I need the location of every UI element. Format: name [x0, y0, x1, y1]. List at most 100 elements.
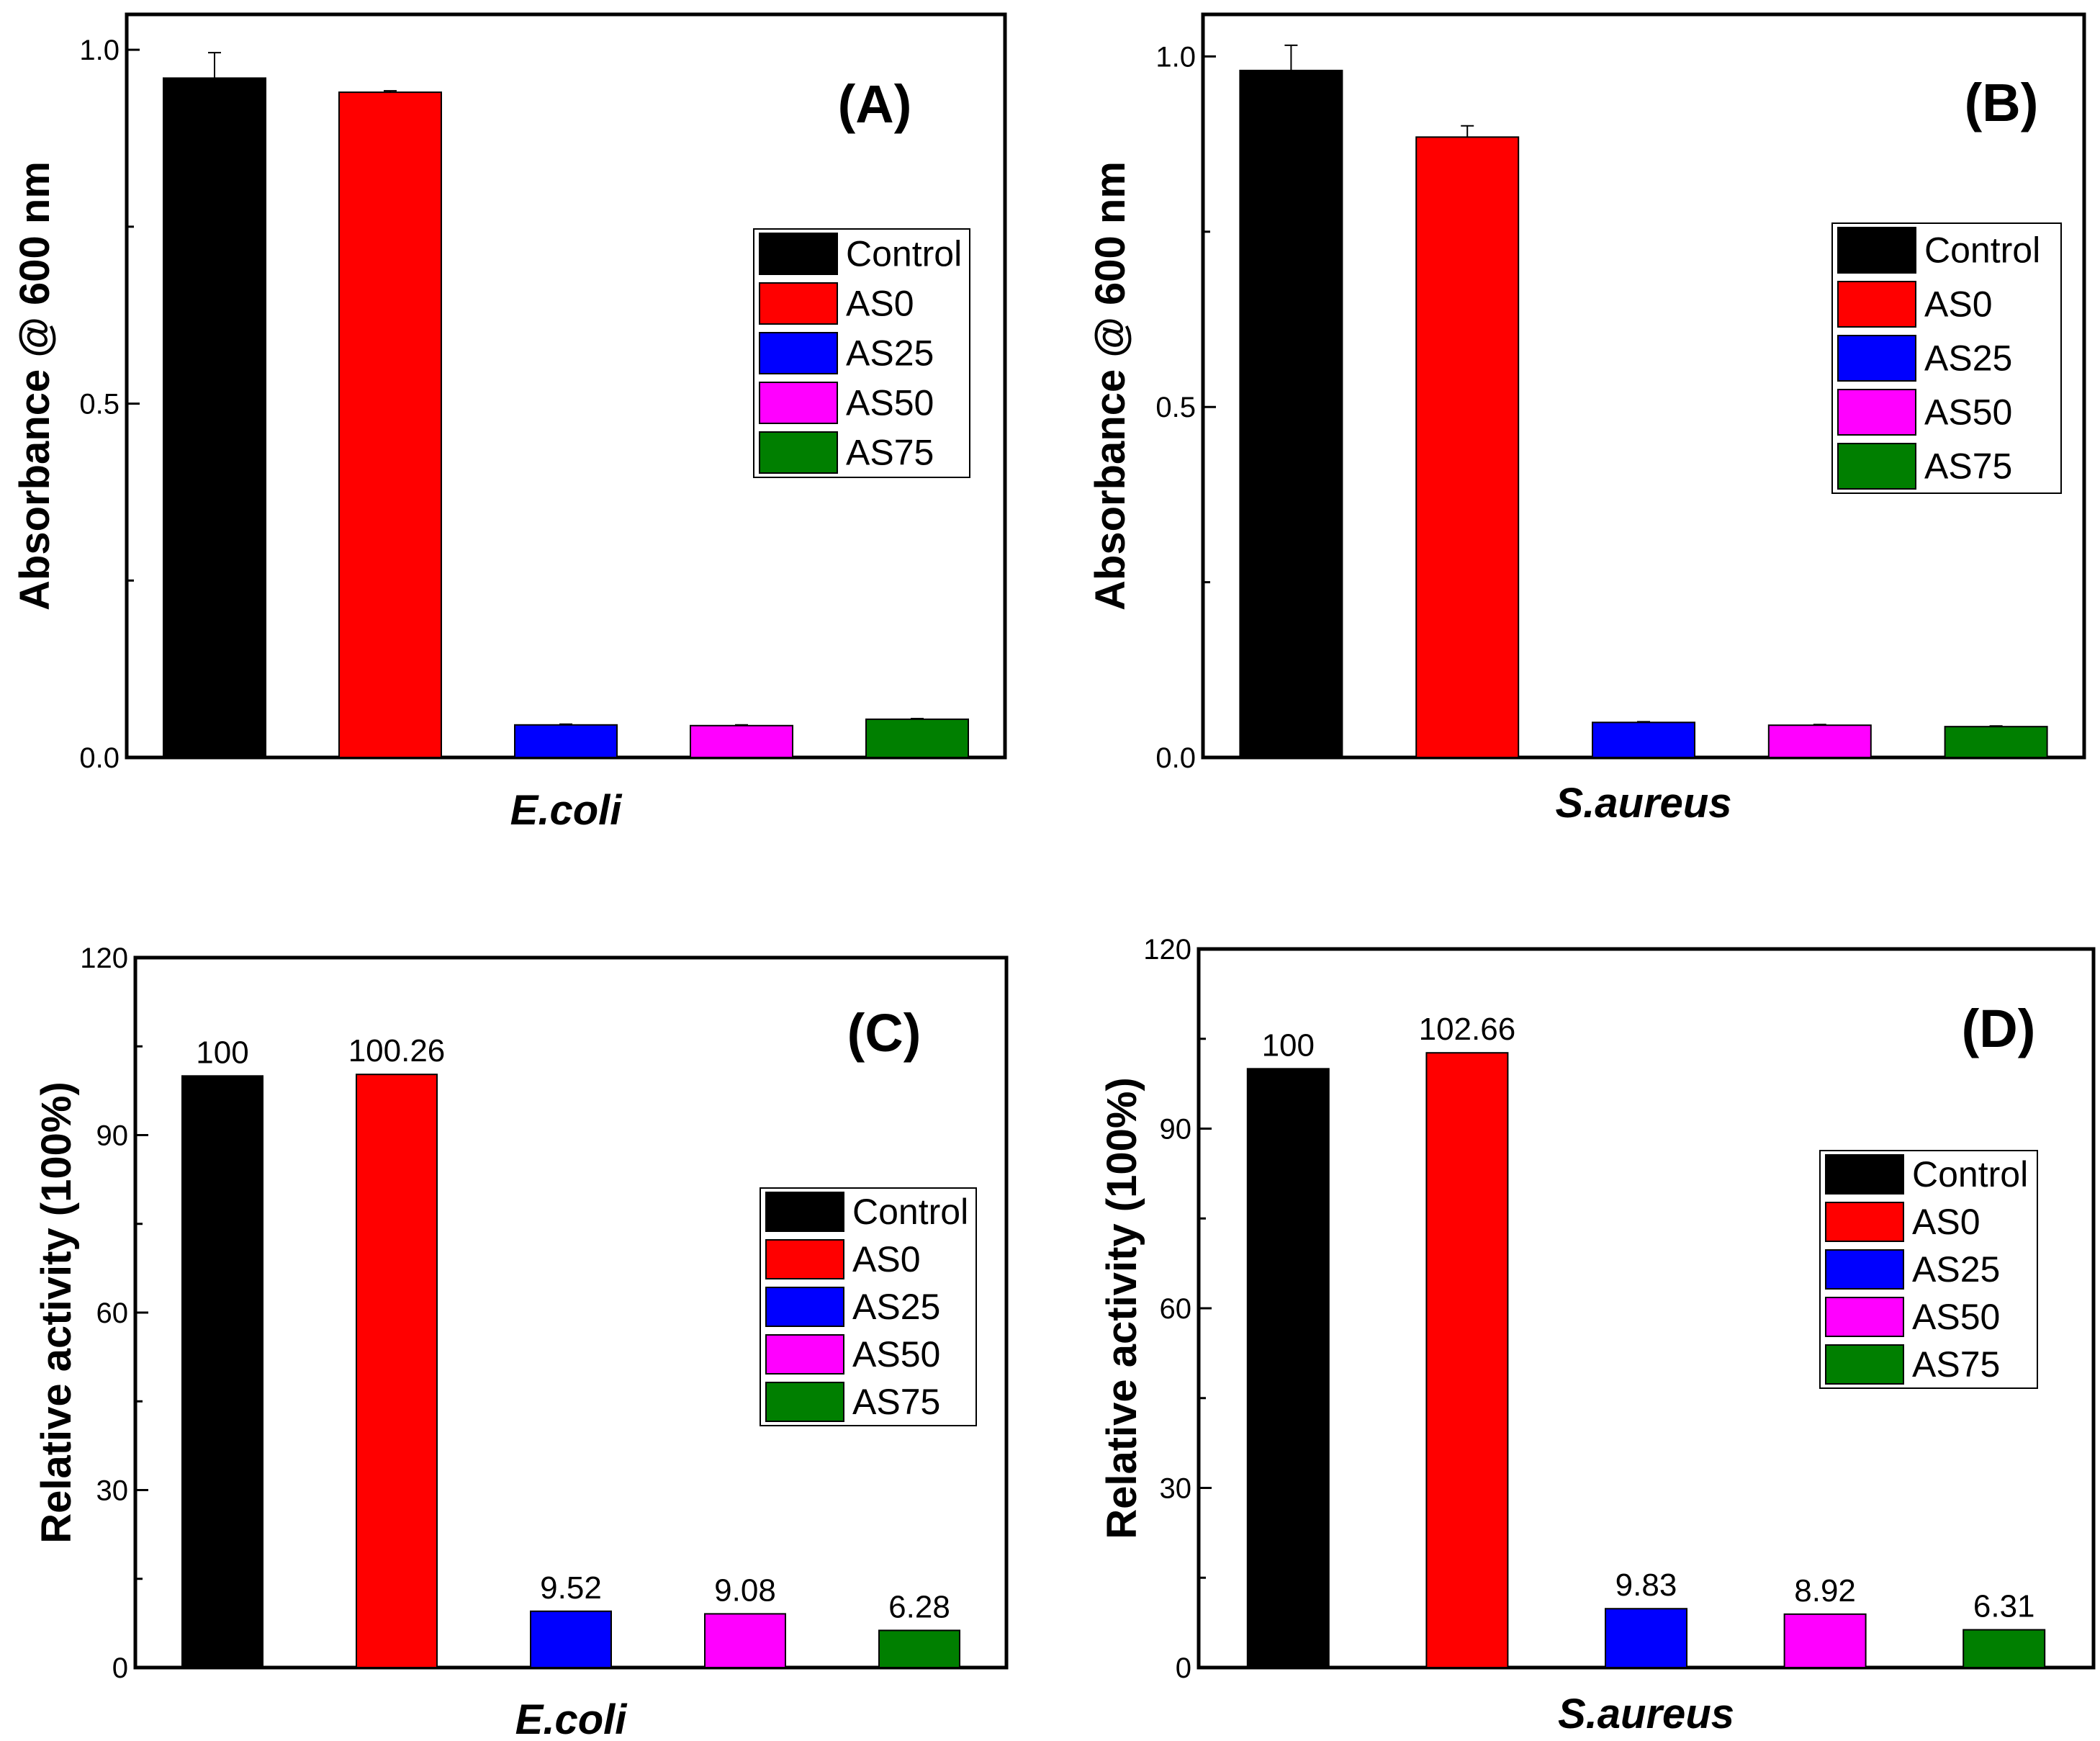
legend-label: AS25	[852, 1287, 940, 1327]
y-tick-label: 0.0	[1155, 742, 1196, 774]
x-axis-title: S.aureus	[1556, 780, 1732, 827]
legend-label: Control	[1924, 230, 2040, 271]
y-axis-title: Relative activity (100%)	[33, 1081, 80, 1544]
y-tick-label: 1.0	[1155, 41, 1196, 73]
data-label: 6.28	[888, 1589, 950, 1624]
bar-as0	[1415, 136, 1520, 758]
bar-as75	[865, 718, 969, 759]
bar-as0	[1425, 1052, 1509, 1669]
panel-tag: (A)	[838, 74, 912, 134]
legend-swatch	[765, 1334, 844, 1375]
chart-panel: 0.0 0.5 1.0 Absorbance @ 600 nm E.coli (A) Con…	[12, 12, 1007, 834]
chart-panel: 0 30 60 90 120 100 102.66 9.83 8.92 6.31 Relative …	[1099, 934, 2096, 1737]
bar-control	[163, 77, 266, 758]
y-tick-label: 30	[96, 1475, 129, 1507]
y-tick-label: 60	[96, 1297, 129, 1329]
legend-label: AS25	[1912, 1249, 2000, 1290]
legend-label: AS75	[1912, 1344, 2000, 1385]
legend-label: AS0	[1924, 284, 1993, 325]
legend-label: AS50	[1924, 392, 2012, 433]
bar-as75	[1962, 1629, 2046, 1668]
bar-control	[181, 1075, 263, 1669]
panel-tag: (D)	[1962, 999, 2036, 1058]
bar-as0	[338, 91, 442, 759]
legend-label: AS0	[1912, 1202, 1980, 1242]
data-label: 100	[196, 1035, 248, 1070]
legend-swatch	[1825, 1297, 1904, 1337]
y-tick-label: 120	[80, 943, 128, 974]
legend-label: Control	[1912, 1154, 2028, 1195]
data-label: 9.52	[540, 1570, 602, 1606]
legend-swatch	[1825, 1249, 1904, 1290]
legend-swatch	[765, 1192, 844, 1232]
bar-as25	[530, 1610, 612, 1669]
data-label: 100	[1262, 1027, 1315, 1063]
legend-label: AS0	[846, 284, 914, 324]
y-tick-label: 1.0	[79, 35, 120, 66]
legend-swatch	[765, 1287, 844, 1327]
y-axis-title: Relative activity (100%)	[1099, 1077, 1145, 1539]
y-tick-label: 0.0	[79, 742, 120, 774]
data-label: 6.31	[1973, 1589, 2035, 1624]
legend-label: AS0	[852, 1239, 921, 1279]
legend-swatch	[765, 1382, 844, 1422]
x-axis-title: E.coli	[510, 787, 623, 834]
legend-label: AS50	[1912, 1297, 2000, 1337]
legend-swatch	[765, 1239, 844, 1279]
chart-panel: 0.0 0.5 1.0 Absorbance @ 600 nm S.aureus (B) C…	[1087, 12, 2086, 827]
legend-label: AS75	[1924, 446, 2012, 487]
data-label: 8.92	[1794, 1573, 1856, 1609]
bar-as75	[1944, 726, 2048, 759]
legend-swatch	[1825, 1202, 1904, 1242]
bar-as25	[514, 724, 618, 759]
y-tick-label: 120	[1143, 934, 1191, 966]
legend-swatch	[1825, 1344, 1904, 1385]
legend-label: Control	[852, 1192, 968, 1232]
legend-label: AS50	[852, 1334, 940, 1375]
legend-swatch	[759, 233, 838, 275]
data-label: 100.26	[348, 1033, 446, 1069]
panel-tag: (B)	[1965, 73, 2039, 132]
data-label: 9.08	[714, 1573, 776, 1608]
y-tick-label: 30	[1160, 1473, 1192, 1505]
y-tick-label: 0.5	[79, 389, 120, 420]
bar-as75	[878, 1629, 960, 1669]
legend-label: AS25	[846, 333, 934, 374]
legend-swatch	[1837, 443, 1916, 490]
panel-tag: (C)	[847, 1003, 921, 1063]
legend-swatch	[759, 382, 838, 424]
x-axis-title: S.aureus	[1558, 1691, 1734, 1737]
y-tick-label: 60	[1160, 1293, 1192, 1325]
bar-as25	[1605, 1608, 1687, 1668]
bar-as25	[1592, 721, 1695, 758]
legend-swatch	[759, 431, 838, 474]
data-label: 9.83	[1615, 1567, 1677, 1603]
y-tick-label: 0	[112, 1652, 128, 1684]
bar-as50	[1783, 1613, 1867, 1669]
y-axis-title: Absorbance @ 600 nm	[12, 161, 58, 611]
y-tick-label: 0.5	[1155, 392, 1196, 423]
y-tick-label: 90	[1160, 1114, 1192, 1146]
legend-swatch	[1837, 335, 1916, 382]
legend-swatch	[1837, 389, 1916, 436]
legend-label: Control	[846, 234, 962, 274]
chart-panel: 0 30 60 90 120 100 100.26 9.52 9.08 6.28 Relative …	[33, 943, 1009, 1741]
legend-swatch	[1825, 1154, 1904, 1195]
x-axis-title: E.coli	[515, 1696, 628, 1741]
y-tick-label: 90	[96, 1120, 129, 1152]
legend-label: AS50	[846, 383, 934, 423]
bar-as0	[356, 1074, 438, 1668]
data-label: 102.66	[1419, 1012, 1516, 1047]
y-axis-title: Absorbance @ 600 nm	[1087, 161, 1134, 611]
bar-as50	[690, 724, 793, 758]
legend-swatch	[759, 282, 838, 325]
legend-label: AS75	[846, 433, 934, 473]
bar-control	[1246, 1068, 1330, 1669]
legend-swatch	[759, 332, 838, 374]
legend-label: AS25	[1924, 338, 2012, 379]
legend-swatch	[1837, 281, 1916, 328]
legend-label: AS75	[852, 1382, 940, 1422]
bar-control	[1239, 69, 1343, 759]
bar-as50	[1767, 724, 1872, 758]
